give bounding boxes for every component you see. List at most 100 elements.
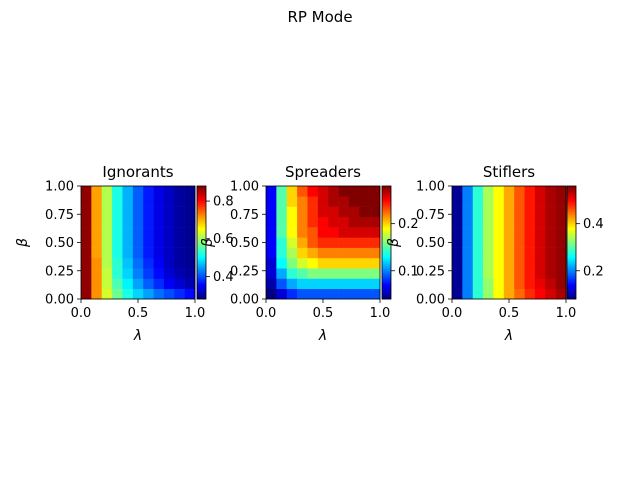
heatmap-cell: [266, 186, 277, 197]
heatmap-cell: [112, 227, 123, 238]
colorbar-segment: [382, 227, 391, 230]
heatmap-cell: [534, 268, 546, 279]
heatmap-cell: [101, 278, 113, 290]
heatmap-cell: [276, 247, 288, 259]
heatmap-cell: [307, 278, 319, 290]
colorbar-tick-label: 0.8: [213, 195, 234, 210]
heatmap-cell: [483, 227, 494, 238]
colorbar-segment: [197, 291, 206, 294]
heatmap-cell: [503, 186, 515, 197]
heatmap-cell: [472, 216, 484, 228]
heatmap-cell: [132, 206, 144, 218]
heatmap-cell: [555, 278, 567, 290]
colorbar-segment: [567, 289, 576, 292]
heatmap-cell: [503, 237, 515, 248]
colorbar-segment: [382, 212, 391, 215]
heatmap-cell: [286, 247, 298, 259]
heatmap-cell: [524, 247, 536, 259]
heatmap-cell: [297, 237, 308, 248]
heatmap-cell: [545, 216, 556, 228]
heatmap-cell: [122, 237, 134, 248]
colorbar-segment: [197, 297, 206, 300]
heatmap-cell: [369, 196, 381, 207]
heatmap-cell: [472, 257, 484, 269]
colorbar-segment: [382, 197, 391, 200]
colorbar-segment: [382, 204, 391, 208]
colorbar-segment: [197, 278, 206, 281]
heatmap-cell: [555, 257, 567, 269]
colorbar-segment: [382, 234, 391, 238]
colorbar-segment: [382, 199, 391, 202]
heatmap-cell: [348, 268, 360, 279]
colorbar-segment: [197, 246, 206, 249]
colorbar-segment: [567, 193, 576, 196]
heatmap-cell: [493, 257, 505, 269]
heatmap-cell: [524, 206, 536, 218]
heatmap-cell: [514, 288, 525, 300]
heatmap-cell: [472, 227, 484, 238]
colorbar-segment: [382, 276, 391, 279]
heatmap-cell: [132, 186, 144, 197]
x-tick-label: 1.0: [185, 306, 206, 321]
y-tick-label: 0.75: [416, 208, 445, 223]
heatmap-cell: [101, 237, 113, 248]
heatmap-cell: [297, 206, 308, 218]
colorbar-segment: [197, 266, 206, 270]
colorbar-segment: [382, 219, 391, 223]
heatmap-cell: [348, 288, 360, 300]
heatmap-cell: [174, 227, 185, 238]
heatmap-cell: [297, 227, 308, 238]
heatmap-cell: [91, 257, 103, 269]
heatmap-cell: [317, 247, 329, 259]
colorbar-segment: [197, 238, 206, 242]
colorbar-segment: [567, 246, 576, 249]
heatmap-cell: [545, 257, 556, 269]
colorbar-segment: [567, 287, 576, 290]
heatmap-cell: [276, 206, 288, 218]
heatmap-cell: [132, 257, 144, 269]
colorbar-segment: [382, 225, 391, 228]
heatmap-cell: [297, 196, 308, 207]
heatmap-cell: [483, 268, 494, 279]
colorbar-segment: [197, 283, 206, 287]
colorbar-segment: [197, 293, 206, 296]
heatmap-cell: [524, 237, 536, 248]
heatmap-cell: [81, 257, 92, 269]
heatmap-cell: [101, 268, 113, 279]
heatmap-cell: [81, 237, 92, 248]
heatmap-cell: [348, 227, 360, 238]
heatmap-cell: [112, 196, 123, 207]
heatmap-cell: [174, 268, 185, 279]
colorbar: 0.4 0.6 0.8: [196, 185, 234, 300]
heatmap-cell: [524, 288, 536, 300]
colorbar-tick-label: 0.6: [213, 232, 234, 247]
heatmap-cell: [101, 206, 113, 218]
colorbar-segment: [197, 186, 206, 189]
heatmap-cell: [359, 186, 370, 197]
colorbar-segment: [197, 289, 206, 292]
colorbar-segment: [197, 270, 206, 274]
heatmap-cell: [359, 268, 370, 279]
heatmap-cell: [493, 278, 505, 290]
heatmap-cell: [132, 196, 144, 207]
colorbar-segment: [567, 214, 576, 217]
colorbar-segment: [382, 293, 391, 296]
colorbar-segment: [197, 210, 206, 213]
colorbar-tick-label: 0.2: [398, 217, 419, 232]
heatmap-cell: [153, 237, 165, 248]
heatmap-cell: [112, 278, 123, 290]
panel-ignorants: Ignorants 0.0 0.5 1.0 0.00 0.25 0.50 0.75 1.00 λ β…: [15, 163, 234, 344]
panel-title: Spreaders: [285, 163, 361, 181]
heatmap-cell: [143, 196, 154, 207]
colorbar-segment: [197, 221, 206, 225]
heatmap-cell: [307, 206, 319, 218]
heatmap-cell: [359, 227, 370, 238]
colorbar-segment: [567, 218, 576, 221]
heatmap-cell: [297, 186, 308, 197]
colorbar-segment: [567, 219, 576, 223]
colorbar-frame: [196, 185, 207, 300]
heatmap-cell: [359, 237, 370, 248]
heatmap-cell: [143, 288, 154, 300]
heatmap-cell: [503, 268, 515, 279]
heatmap-cell: [534, 196, 546, 207]
